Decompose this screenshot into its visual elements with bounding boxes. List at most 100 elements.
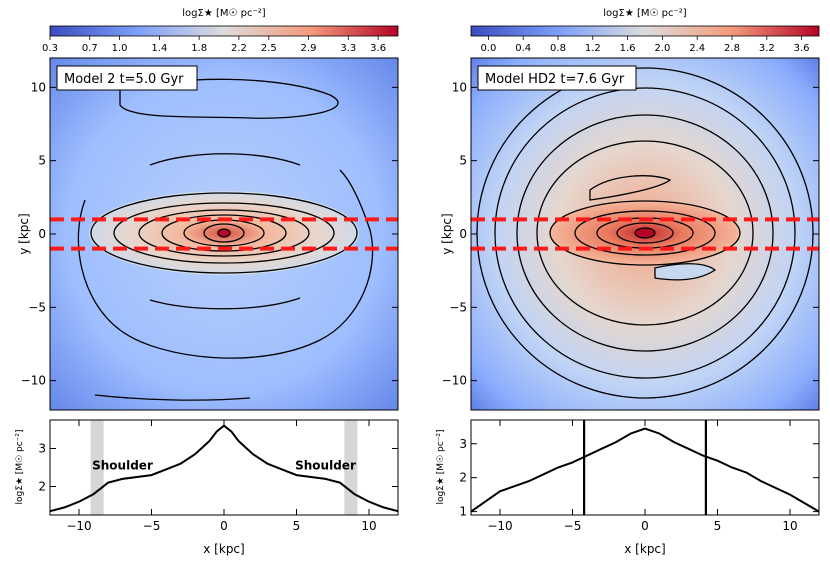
x-tick-label: −5 (564, 519, 582, 533)
contour-left-bar (113, 202, 335, 264)
x-tick-label: 10 (361, 519, 376, 533)
contour-left-ring-outer (77, 169, 374, 359)
y-tick-label: 10 (31, 80, 46, 94)
contour-right-ring (536, 140, 754, 326)
contour-left-ring-outer (119, 78, 339, 119)
y-tick-label: 5 (38, 154, 46, 168)
x-tick-label: 5 (293, 519, 301, 533)
y-axis-right-map: −10 −5 0 5 10 (442, 80, 819, 388)
colorbar-tick-label: 2.9 (301, 43, 317, 54)
shoulder-annotation: Shoulder (295, 458, 356, 472)
y-tick-label: 5 (459, 154, 467, 168)
colorbar-tick-label: 0.0 (480, 43, 496, 54)
contour-left-ring-outer (94, 394, 251, 401)
colorbar-tick-label: 0.4 (515, 43, 531, 54)
y-tick-label: 1 (459, 505, 467, 519)
slit-lines-right (471, 217, 819, 251)
colorbar-right: logΣ★ [M☉ pc⁻²] 0.0 0.4 0.8 1.2 1.6 2.0 2.4 2.8… (470, 8, 820, 54)
profile-right-frame (470, 419, 820, 516)
profile-y-label-right: logΣ★ [M☉ pc⁻²] (436, 429, 446, 504)
contour-right-bar (616, 222, 674, 244)
contour-left-bar (203, 223, 245, 243)
y-axis-label-left: y [kpc] (17, 213, 31, 254)
colorbar-tick-label: 0.8 (550, 43, 566, 54)
profile-left-frame (49, 419, 399, 516)
profile-line (470, 427, 820, 513)
y-axis-label-right: y [kpc] (440, 213, 454, 254)
x-tick-label: −5 (143, 519, 161, 533)
colorbar-left-bar (49, 25, 399, 37)
contour-right-ring (494, 87, 796, 379)
contour-left-core (217, 228, 231, 238)
model-label-left: Model 2 t=5.0 Gyr (64, 72, 184, 87)
colorbar-label-left: logΣ★ [M☉ pc⁻²] (182, 8, 266, 19)
x-tick-label: 10 (782, 519, 797, 533)
contour-left-ring-outer (149, 153, 301, 166)
shoulder-band (344, 420, 358, 515)
colorbar-tick-label: 3.3 (340, 43, 356, 54)
colorbar-left-ticks: 0.3 0.7 1.0 1.4 1.8 2.2 2.5 2.9 3.3 3.6 (42, 36, 386, 54)
colorbar-tick-label: 3.6 (370, 43, 386, 54)
colorbar-tick-label: 1.2 (585, 43, 601, 54)
density-map-right: Model HD2 t=7.6 Gyr −10 −5 0 5 10 y [kpc] (440, 57, 820, 411)
colorbar-right-bar (470, 25, 820, 37)
colorbar-tick-label: 1.8 (191, 43, 207, 54)
contour-right-bar (574, 210, 716, 256)
colorbar-tick-label: 2.2 (231, 43, 247, 54)
density-map-left: Model 2 t=5.0 Gyr −10 −5 0 5 10 y [kpc] (17, 57, 399, 411)
profile-right: −10 −5 0 5 10 1 2 3 x [kpc] logΣ★ [M☉ pc⁻²] (436, 419, 820, 556)
y-tick-label: 10 (452, 80, 467, 94)
y-tick-label: −5 (449, 300, 467, 314)
x-tick-label: 5 (714, 519, 722, 533)
y-tick-label: 3 (459, 437, 467, 451)
contour-right-ring (516, 114, 774, 352)
x-tick-label: 0 (220, 519, 228, 533)
profile-y-label-left: logΣ★ [M☉ pc⁻²] (15, 429, 25, 504)
colorbar-tick-label: 2.5 (261, 43, 277, 54)
contour-left-bar (90, 192, 358, 274)
y-tick-label: 2 (38, 480, 46, 494)
model-label-right-box: Model HD2 t=7.6 Gyr (477, 65, 637, 91)
colorbar-tick-label: 1.6 (620, 43, 636, 54)
contour-right-core (634, 227, 656, 239)
contour-left-bar (161, 214, 287, 252)
x-axis-label-right: x [kpc] (624, 542, 665, 556)
colorbar-tick-label: 1.4 (151, 43, 167, 54)
y-tick-label: 0 (459, 227, 467, 241)
y-tick-label: 3 (38, 442, 46, 456)
colorbar-tick-label: 0.3 (42, 43, 58, 54)
y-tick-label: 0 (38, 227, 46, 241)
slit-lines-left (50, 217, 398, 251)
profile-left: −10 −5 0 5 10 2 3 Shoulder Shoulder x [kpc] logΣ… (15, 419, 399, 556)
x-tick-label: −10 (487, 519, 512, 533)
y-axis-left-map: −10 −5 0 5 10 (21, 80, 398, 388)
colorbar-tick-label: 3.6 (794, 43, 810, 54)
colorbar-right-ticks: 0.0 0.4 0.8 1.2 1.6 2.0 2.4 2.8 3.2 3.6 (480, 36, 810, 54)
x-tick-label: 0 (641, 519, 649, 533)
x-tick-label: −10 (66, 519, 91, 533)
y-tick-label: −10 (21, 374, 46, 388)
profile-left-plot: −10 −5 0 5 10 2 3 Shoulder Shoulder (38, 420, 399, 533)
colorbar-tick-label: 0.7 (82, 43, 98, 54)
contour-right-spiral (654, 263, 717, 281)
colorbar-tick-label: 3.2 (759, 43, 775, 54)
contour-left-ring-outer (149, 297, 301, 310)
shoulder-annotation: Shoulder (92, 458, 153, 472)
y-tick-label: 2 (459, 471, 467, 485)
y-tick-label: −10 (442, 374, 467, 388)
colorbar-tick-label: 2.0 (654, 43, 670, 54)
colorbar-label-right: logΣ★ [M☉ pc⁻²] (603, 8, 687, 19)
contour-right-spiral (589, 175, 672, 201)
y-tick-label: −5 (28, 300, 46, 314)
contour-right-bar (549, 200, 741, 266)
profile-right-plot: −10 −5 0 5 10 1 2 3 (459, 420, 820, 533)
model-label-right: Model HD2 t=7.6 Gyr (485, 72, 625, 87)
shoulder-band (90, 420, 104, 515)
contour-right-ring (476, 67, 814, 399)
contour-left-bar (138, 209, 310, 257)
colorbar-left: logΣ★ [M☉ pc⁻²] 0.3 0.7 1.0 1.4 1.8 2.2 2.5 2.9… (42, 8, 399, 54)
colorbar-tick-label: 1.0 (112, 43, 128, 54)
x-axis-label-left: x [kpc] (203, 542, 244, 556)
colorbar-tick-label: 2.8 (724, 43, 740, 54)
